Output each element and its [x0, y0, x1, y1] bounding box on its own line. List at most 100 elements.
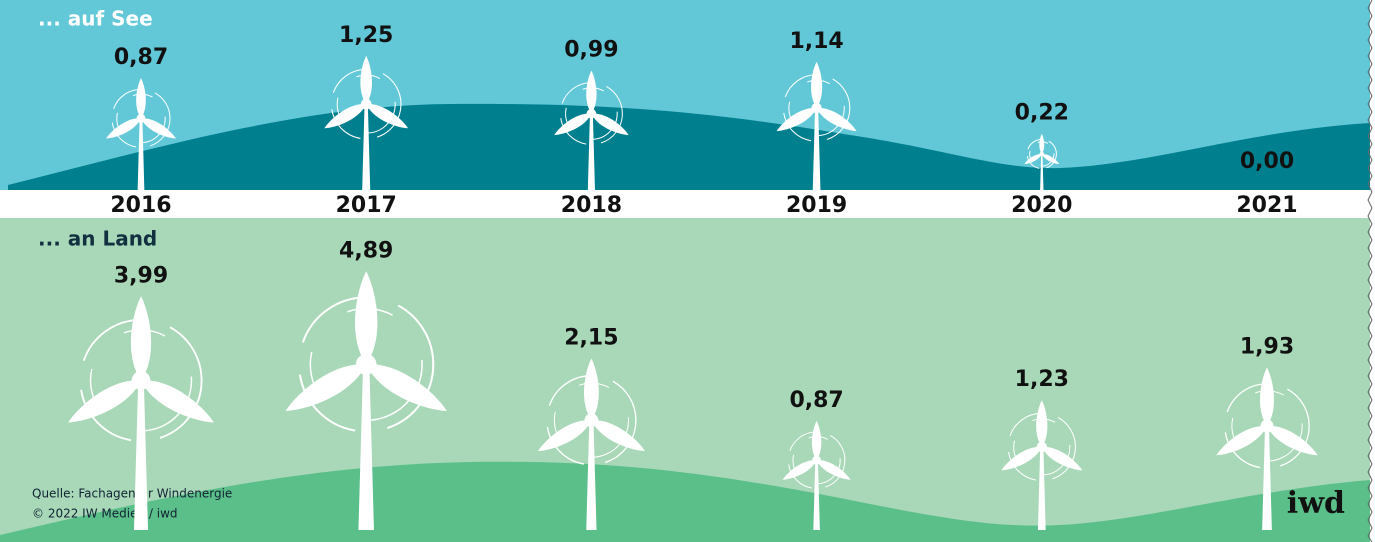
hub — [812, 455, 821, 465]
blade — [811, 61, 823, 109]
tower — [586, 420, 597, 530]
sea-title: ... auf See — [38, 7, 153, 31]
blade — [141, 380, 214, 423]
ring — [546, 375, 637, 466]
hub — [355, 354, 377, 375]
turbine — [1216, 367, 1318, 530]
year-label: 2018 — [561, 193, 622, 218]
ring — [298, 296, 435, 433]
hub — [1039, 151, 1045, 157]
value-label: 0,87 — [789, 388, 843, 413]
turbine — [324, 55, 409, 190]
ring — [1224, 383, 1310, 469]
ring — [336, 74, 396, 134]
value-label: 2,15 — [564, 325, 618, 350]
tower — [813, 460, 820, 530]
blade — [537, 420, 592, 452]
turbine — [554, 70, 629, 190]
tower — [1262, 425, 1272, 530]
tower — [1040, 153, 1044, 190]
blade — [816, 460, 851, 480]
year-label: 2017 — [336, 193, 397, 218]
tower — [358, 364, 374, 530]
logo: iwd — [1287, 486, 1345, 521]
blade — [586, 70, 597, 114]
blade — [782, 460, 817, 480]
hub — [1260, 419, 1274, 433]
value-label: 0,99 — [564, 38, 618, 63]
turbine — [537, 358, 645, 530]
blade — [366, 364, 447, 411]
ring — [89, 329, 193, 432]
blade — [366, 104, 409, 129]
value-label: 0,00 — [1240, 149, 1294, 174]
blade — [591, 113, 629, 136]
ring — [309, 307, 423, 422]
turbine — [776, 61, 857, 190]
hub — [586, 108, 597, 119]
tower — [362, 104, 371, 190]
blade — [136, 78, 146, 119]
blade — [1001, 446, 1042, 471]
ring — [559, 82, 623, 146]
blade — [811, 420, 822, 461]
value-label: 1,93 — [1240, 334, 1294, 359]
blade — [816, 107, 857, 132]
blade — [1036, 400, 1048, 447]
ring — [787, 431, 846, 489]
ring — [111, 88, 171, 148]
blade — [591, 420, 645, 452]
year-label: 2020 — [1011, 193, 1072, 218]
ring — [116, 93, 166, 144]
tower — [587, 113, 595, 190]
blade — [1039, 133, 1045, 154]
tower — [812, 108, 821, 190]
turbine — [1001, 400, 1083, 530]
hub — [584, 413, 599, 428]
blade — [1267, 425, 1318, 456]
ring — [1007, 412, 1076, 482]
turbine — [106, 78, 176, 190]
copyright: © 2022 IW Medien / iwd — [32, 507, 178, 521]
value-label: 0,22 — [1015, 101, 1069, 126]
tower — [137, 118, 145, 190]
source: Quelle: Fachagentur Windenergie — [32, 487, 232, 501]
blade — [360, 55, 373, 105]
year-label: 2016 — [110, 193, 171, 218]
ring — [782, 74, 851, 142]
hub — [360, 98, 372, 110]
blade — [1041, 153, 1060, 165]
blade — [1216, 425, 1267, 456]
ring — [330, 68, 402, 140]
hub — [131, 371, 151, 390]
ring — [79, 318, 203, 442]
value-label: 1,25 — [339, 23, 393, 48]
blade — [776, 107, 817, 132]
turbine — [782, 420, 851, 530]
ring — [792, 436, 841, 485]
year-label: 2021 — [1236, 193, 1297, 218]
blade — [583, 358, 599, 421]
hub — [811, 102, 822, 114]
ring — [1026, 138, 1057, 170]
hub — [136, 113, 146, 123]
blade — [130, 296, 152, 381]
ring — [553, 382, 629, 458]
land-wave — [0, 461, 1370, 542]
year-label: 2019 — [786, 193, 847, 218]
tower — [133, 380, 149, 530]
turbine — [68, 296, 214, 530]
ring — [1013, 418, 1071, 476]
blade — [141, 118, 176, 139]
blade — [324, 104, 367, 129]
tower — [1037, 446, 1046, 530]
value-label: 3,99 — [114, 263, 168, 288]
ring — [788, 79, 845, 137]
hub — [1036, 441, 1047, 453]
tear-edge — [1367, 0, 1373, 542]
ring — [1029, 141, 1055, 167]
blade — [285, 364, 367, 411]
blade — [1024, 153, 1042, 165]
land-title: ... an Land — [38, 227, 157, 251]
